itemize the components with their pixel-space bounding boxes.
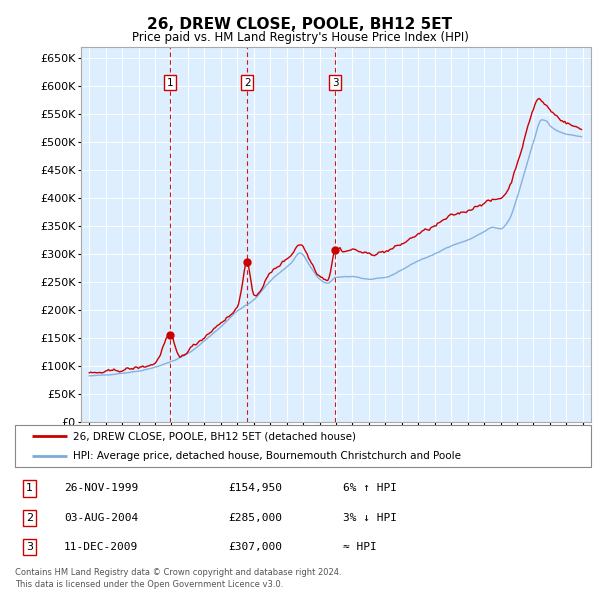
Text: 2: 2 <box>244 78 250 88</box>
Text: 26-NOV-1999: 26-NOV-1999 <box>64 483 138 493</box>
Text: 1: 1 <box>167 78 173 88</box>
Text: 26, DREW CLOSE, POOLE, BH12 5ET (detached house): 26, DREW CLOSE, POOLE, BH12 5ET (detache… <box>73 431 356 441</box>
Text: £307,000: £307,000 <box>228 542 282 552</box>
Text: 1: 1 <box>26 483 33 493</box>
Text: ≈ HPI: ≈ HPI <box>343 542 377 552</box>
Text: 11-DEC-2009: 11-DEC-2009 <box>64 542 138 552</box>
Text: £285,000: £285,000 <box>228 513 282 523</box>
Text: 2: 2 <box>26 513 33 523</box>
Text: 3: 3 <box>26 542 33 552</box>
Text: 3: 3 <box>332 78 338 88</box>
Text: Contains HM Land Registry data © Crown copyright and database right 2024.: Contains HM Land Registry data © Crown c… <box>15 568 341 577</box>
Text: HPI: Average price, detached house, Bournemouth Christchurch and Poole: HPI: Average price, detached house, Bour… <box>73 451 461 461</box>
Text: 6% ↑ HPI: 6% ↑ HPI <box>343 483 397 493</box>
FancyBboxPatch shape <box>15 425 591 467</box>
Text: 26, DREW CLOSE, POOLE, BH12 5ET: 26, DREW CLOSE, POOLE, BH12 5ET <box>148 17 452 32</box>
Text: This data is licensed under the Open Government Licence v3.0.: This data is licensed under the Open Gov… <box>15 580 283 589</box>
Text: 03-AUG-2004: 03-AUG-2004 <box>64 513 138 523</box>
Text: 3% ↓ HPI: 3% ↓ HPI <box>343 513 397 523</box>
Text: £154,950: £154,950 <box>228 483 282 493</box>
Text: Price paid vs. HM Land Registry's House Price Index (HPI): Price paid vs. HM Land Registry's House … <box>131 31 469 44</box>
